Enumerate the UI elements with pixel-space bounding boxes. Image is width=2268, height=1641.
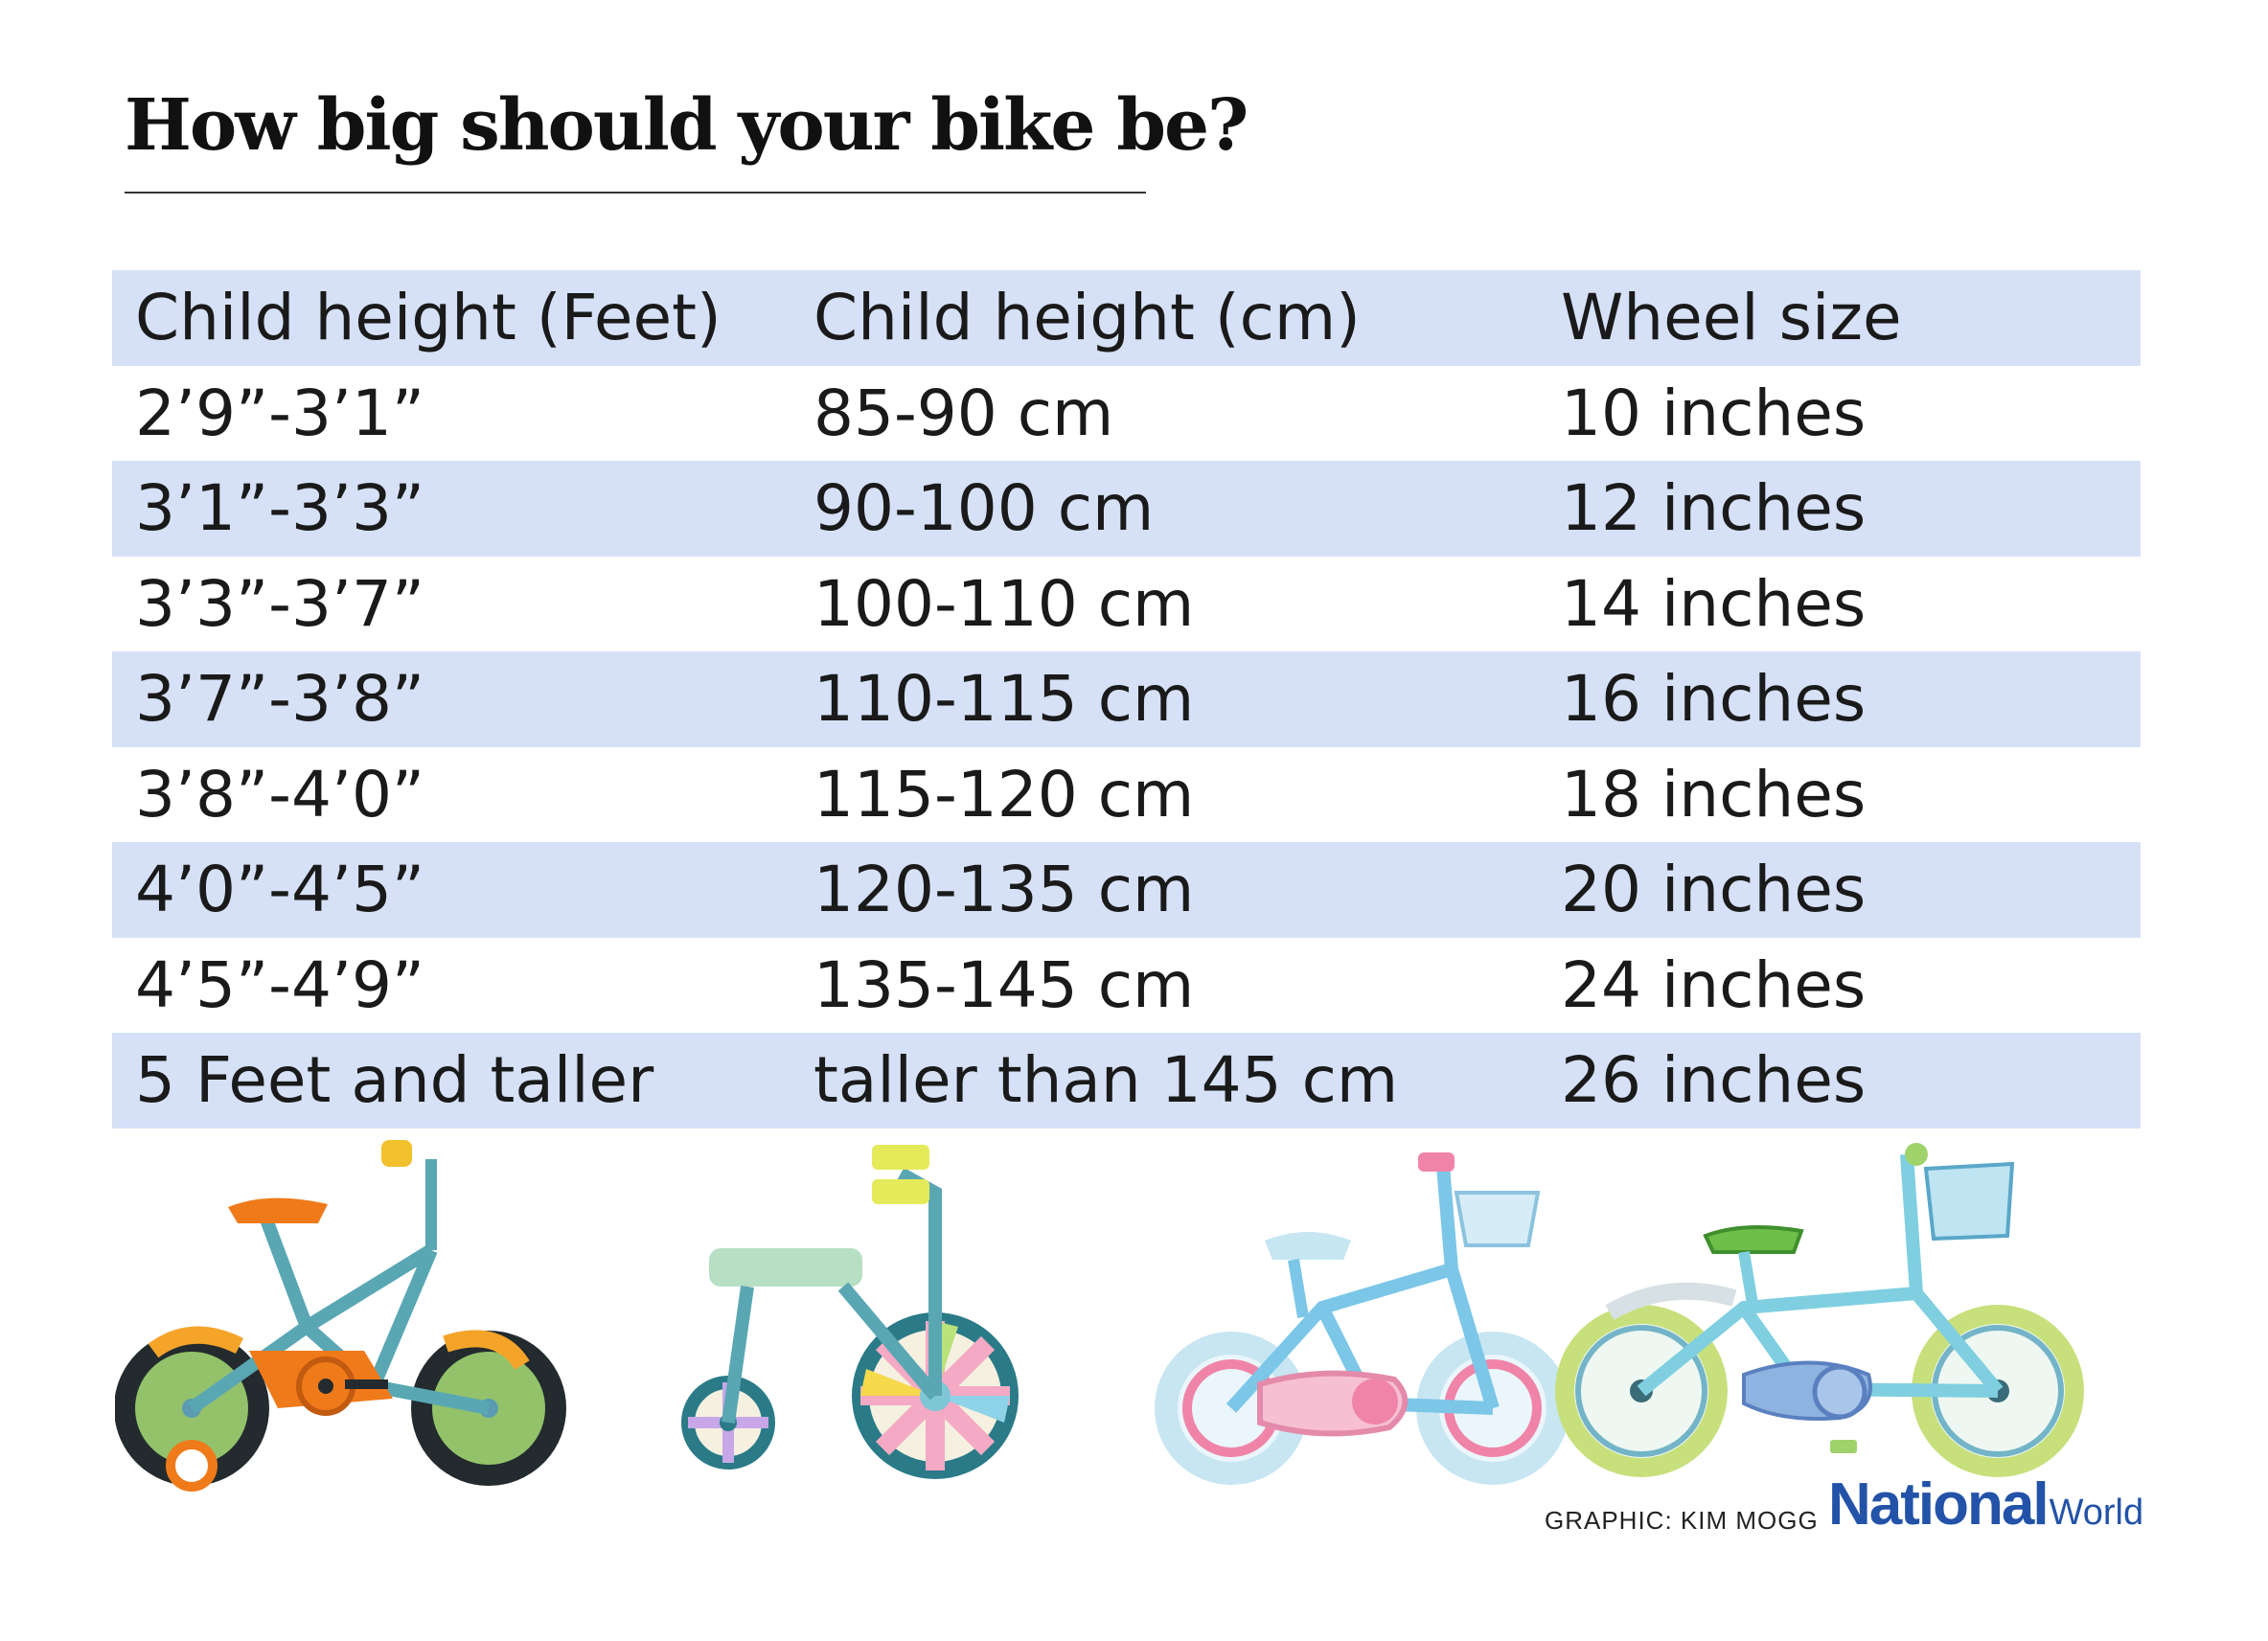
height-cm-cell: 115-120 cm bbox=[813, 757, 1195, 832]
wheel-size-cell: 26 inches bbox=[1561, 1043, 1867, 1117]
size-table: Child height (Feet) Child height (cm) Wh… bbox=[112, 270, 2141, 1128]
height-cm-cell: 90-100 cm bbox=[813, 471, 1155, 545]
page-title: How big should your bike be? bbox=[125, 84, 1249, 167]
height-feet-cell: 3’3”-3’7” bbox=[135, 566, 425, 641]
logo-national-text: National bbox=[1828, 1471, 2050, 1538]
height-cm-cell: 135-145 cm bbox=[813, 947, 1195, 1022]
table-row: 3’1”-3’3” 90-100 cm 12 inches bbox=[112, 461, 2141, 557]
height-cm-cell: 85-90 cm bbox=[813, 376, 1114, 450]
height-feet-cell: 4’0”-4’5” bbox=[135, 853, 425, 926]
header-height-feet: Child height (Feet) bbox=[135, 281, 722, 354]
tricycle-icon bbox=[681, 1145, 1019, 1479]
height-cm-cell: 110-115 cm bbox=[813, 662, 1195, 736]
wheel-size-cell: 20 inches bbox=[1561, 853, 1867, 926]
height-feet-cell: 2’9”-3’1” bbox=[135, 376, 425, 450]
height-feet-cell: 3’1”-3’3” bbox=[135, 471, 425, 545]
title-divider bbox=[125, 192, 1146, 194]
table-row: 3’3”-3’7” 100-110 cm 14 inches bbox=[112, 557, 2141, 652]
table-row: 4’0”-4’5” 120-135 cm 20 inches bbox=[112, 842, 2141, 938]
wheel-size-cell: 10 inches bbox=[1561, 376, 1867, 450]
height-cm-cell: 120-135 cm bbox=[813, 853, 1195, 926]
nationalworld-logo: NationalWorld bbox=[1828, 1470, 2143, 1538]
wheel-size-cell: 18 inches bbox=[1561, 757, 1867, 832]
pink-girls-bike-icon bbox=[1155, 1152, 1569, 1485]
header-wheel-size: Wheel size bbox=[1561, 281, 1902, 354]
table-header-row: Child height (Feet) Child height (cm) Wh… bbox=[112, 270, 2141, 366]
graphic-credit: GRAPHIC: KIM MOGG bbox=[1545, 1506, 1819, 1535]
wheel-size-cell: 24 inches bbox=[1561, 947, 1867, 1022]
wheel-size-cell: 16 inches bbox=[1561, 662, 1867, 736]
green-basket-bike-icon bbox=[1555, 1143, 2084, 1477]
table-row: 3’7”-3’8” 110-115 cm 16 inches bbox=[112, 651, 2141, 747]
wheel-size-cell: 12 inches bbox=[1561, 471, 1867, 545]
height-feet-cell: 3’7”-3’8” bbox=[135, 662, 425, 736]
height-cm-cell: 100-110 cm bbox=[813, 566, 1195, 641]
table-row: 3’8”-4’0” 115-120 cm 18 inches bbox=[112, 747, 2141, 843]
bike-illustrations bbox=[115, 1140, 2084, 1492]
training-wheel-bike-icon bbox=[115, 1140, 566, 1492]
wheel-size-cell: 14 inches bbox=[1561, 566, 1867, 641]
height-cm-cell: taller than 145 cm bbox=[813, 1043, 1399, 1117]
logo-world-text: World bbox=[2049, 1493, 2144, 1533]
height-feet-cell: 5 Feet and taller bbox=[135, 1043, 654, 1117]
height-feet-cell: 3’8”-4’0” bbox=[135, 757, 425, 832]
table-row: 5 Feet and taller taller than 145 cm 26 … bbox=[112, 1033, 2141, 1128]
table-row: 4’5”-4’9” 135-145 cm 24 inches bbox=[112, 938, 2141, 1034]
table-row: 2’9”-3’1” 85-90 cm 10 inches bbox=[112, 366, 2141, 462]
header-height-cm: Child height (cm) bbox=[813, 281, 1361, 354]
height-feet-cell: 4’5”-4’9” bbox=[135, 947, 425, 1022]
